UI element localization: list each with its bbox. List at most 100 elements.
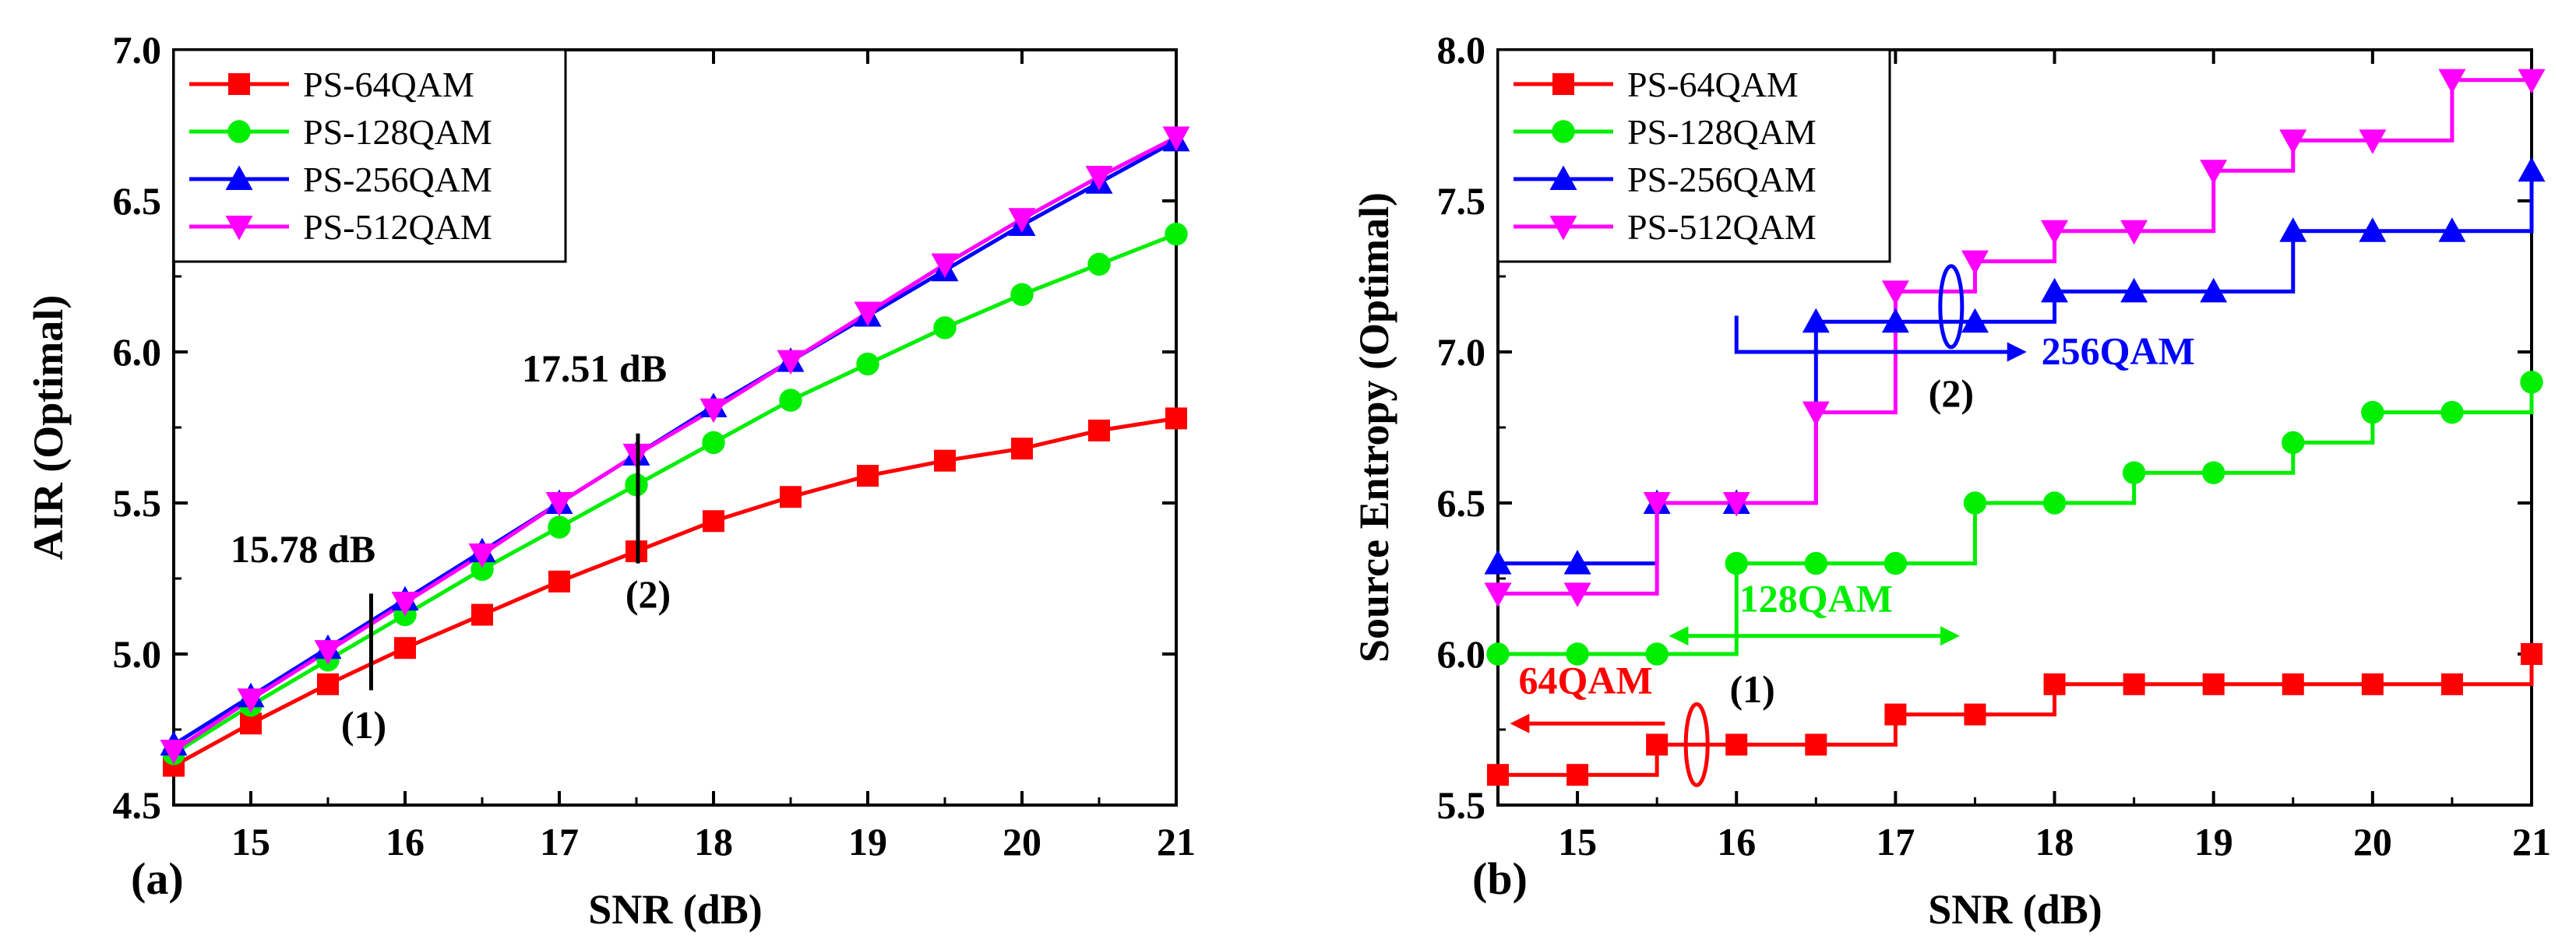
data-point-ps-128qam <box>702 431 725 455</box>
series-line-ps-512qam <box>1498 78 2532 596</box>
data-point-ps-512qam <box>2359 129 2387 154</box>
x-axis-label: SNR (dB) <box>1928 886 2102 933</box>
data-point-ps-64qam <box>934 449 956 472</box>
data-point-ps-128qam <box>2282 431 2305 455</box>
data-point-ps-64qam <box>1884 703 1907 726</box>
data-point-ps-512qam <box>2438 69 2466 94</box>
series-line-ps-64qam <box>172 416 1177 768</box>
annotation-tag-1: (1) <box>341 703 386 747</box>
y-tick-label: 7.5 <box>1437 179 1486 223</box>
legend-label: PS-128QAM <box>303 112 492 152</box>
data-point-ps-64qam <box>1011 438 1033 460</box>
annotation-15-78-db: 15.78 dB <box>231 527 375 571</box>
data-point-ps-64qam <box>780 486 802 508</box>
annotation-17-51-db: 17.51 dB <box>522 346 667 390</box>
data-point-ps-128qam <box>1010 283 1034 306</box>
data-point-ps-512qam <box>160 740 188 765</box>
series-lines <box>172 135 1178 768</box>
data-point-ps-64qam <box>317 673 339 695</box>
y-tick-label: 6.0 <box>113 330 162 374</box>
data-point-ps-128qam <box>2201 461 2225 484</box>
data-point-ps-64qam <box>548 570 570 593</box>
data-point-ps-64qam <box>2202 673 2225 695</box>
legend-item-ps-64qam: PS-64QAM <box>1514 65 1799 104</box>
data-point-ps-512qam <box>1802 401 1830 427</box>
data-point-ps-512qam <box>1722 492 1750 517</box>
legend-label: PS-256QAM <box>1627 160 1817 199</box>
legend-marker <box>1549 165 1577 190</box>
legend: PS-64QAM PS-128QAM PS-256QAM PS-512QAM <box>1496 48 1891 263</box>
data-point-ps-512qam <box>1162 126 1190 152</box>
data-point-ps-512qam <box>2518 69 2546 94</box>
data-point-ps-128qam <box>1486 642 1510 666</box>
data-point-ps-256qam <box>2438 217 2466 242</box>
data-point-ps-512qam <box>1008 208 1036 233</box>
legend-marker <box>1552 73 1574 95</box>
data-point-ps-512qam <box>931 253 959 278</box>
data-point-ps-128qam <box>779 389 802 412</box>
data-point-ps-512qam <box>1881 280 1909 305</box>
data-point-ps-64qam <box>2282 673 2304 695</box>
x-tick-label: 15 <box>1558 820 1597 863</box>
data-point-ps-256qam <box>2120 277 2148 303</box>
y-tick-label: 8.0 <box>1437 28 1486 72</box>
legend-item-ps-64qam: PS-64QAM <box>189 65 474 104</box>
data-point-ps-512qam <box>2041 220 2069 245</box>
series-line-ps-64qam <box>1498 654 2534 777</box>
legend-label: PS-512QAM <box>303 207 492 247</box>
y-tick-label: 5.5 <box>113 481 162 525</box>
data-point-ps-64qam <box>2440 673 2463 695</box>
legend-label: PS-512QAM <box>1627 207 1817 247</box>
legend-item-ps-128qam: PS-128QAM <box>189 112 492 152</box>
legend-marker <box>225 165 253 190</box>
legend-marker <box>228 73 250 95</box>
chart-panel-b: 15 16 17 18 19 20 21 5.5 6.0 6.5 7.0 7.5 8.0 64QAM 1… <box>1351 28 2551 933</box>
y-tick-label: 6.5 <box>113 179 162 223</box>
data-point-ps-256qam <box>2041 277 2069 303</box>
data-point-ps-64qam <box>471 603 493 626</box>
chart-panel-a: 15 16 17 18 19 20 21 4.5 5.0 5.5 6.0 6.5 7.0 15.78 d… <box>25 28 1196 933</box>
y-tick-label: 4.5 <box>113 783 162 827</box>
data-point-ps-128qam <box>1963 491 1987 515</box>
arrow-256qam <box>1734 315 2027 362</box>
data-point-ps-128qam <box>1645 642 1669 666</box>
x-tick-label: 18 <box>694 820 733 863</box>
panel-tag-b: (b) <box>1472 853 1528 904</box>
annotation-tag-2: (2) <box>1929 371 1974 415</box>
data-point-ps-64qam <box>2043 673 2066 695</box>
data-point-ps-256qam <box>1484 550 1512 575</box>
data-point-ps-512qam <box>777 350 805 375</box>
x-tick-label: 18 <box>2035 820 2074 863</box>
data-point-ps-128qam <box>1725 551 1748 575</box>
data-point-ps-512qam <box>2120 220 2148 245</box>
data-point-ps-64qam <box>394 637 416 659</box>
y-tick-label: 7.0 <box>113 28 162 72</box>
data-point-ps-64qam <box>1566 764 1589 786</box>
data-point-ps-512qam <box>1563 582 1591 607</box>
legend-marker <box>1549 216 1577 241</box>
ellipse-1 <box>1683 702 1710 787</box>
annotations: 15.78 dB (1) 17.51 dB (2) <box>231 346 671 747</box>
data-point-ps-64qam <box>2361 673 2384 695</box>
data-point-ps-512qam <box>391 592 419 617</box>
data-point-ps-512qam <box>854 301 882 327</box>
data-point-ps-256qam <box>1563 550 1591 575</box>
data-point-ps-128qam <box>856 352 879 376</box>
panel-tag-a: (a) <box>131 853 184 904</box>
annotation-tag-2: (2) <box>625 572 671 616</box>
x-tick-label: 16 <box>1717 820 1756 863</box>
data-point-ps-512qam <box>468 543 496 568</box>
data-point-ps-64qam <box>1805 733 1827 756</box>
axis-ticks: 15 16 17 18 19 20 21 4.5 5.0 5.5 6.0 6.5 7.0 <box>113 28 1196 863</box>
y-tick-label: 5.5 <box>1437 783 1486 827</box>
data-point-ps-128qam <box>1165 222 1188 246</box>
data-point-ps-256qam <box>2279 217 2307 242</box>
y-tick-label: 6.0 <box>1437 632 1486 676</box>
annotation-256qam: 256QAM <box>2042 329 2195 373</box>
x-axis-label: SNR (dB) <box>588 886 763 933</box>
data-point-ps-64qam <box>2123 673 2145 695</box>
data-point-ps-512qam <box>2200 160 2228 185</box>
legend-label: PS-64QAM <box>1627 65 1799 104</box>
data-point-ps-128qam <box>2361 400 2384 424</box>
